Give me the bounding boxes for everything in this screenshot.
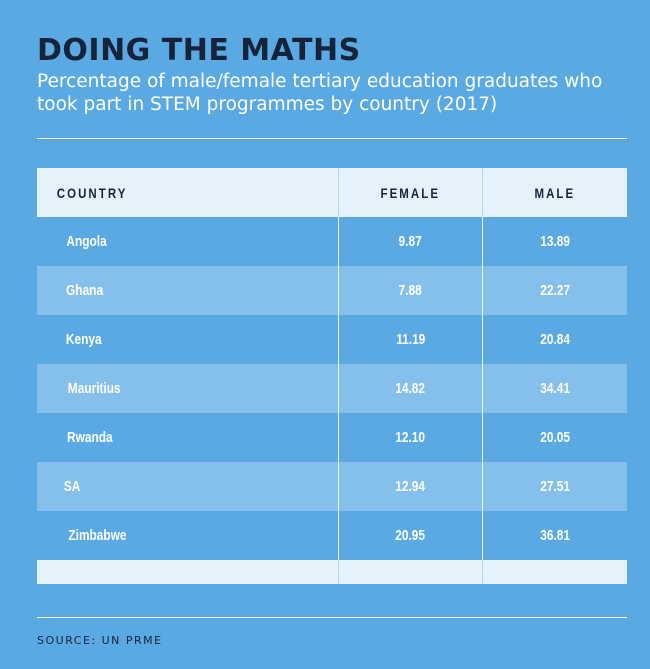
table-footer-row	[37, 560, 627, 584]
female-value-cell: 20.95	[338, 511, 482, 560]
column-header-country: COUNTRY	[37, 168, 338, 217]
female-value: 12.10	[395, 429, 426, 446]
footer-cell	[37, 560, 338, 584]
chart-subtitle: Percentage of male/female tertiary educa…	[37, 71, 603, 115]
female-value: 12.94	[395, 478, 426, 495]
table-row: Angola 9.87 13.89	[37, 217, 627, 266]
table-row: SA 12.94 27.51	[37, 462, 627, 511]
female-value-cell: 7.88	[338, 266, 482, 315]
column-header-male-label: MALE	[534, 184, 576, 201]
male-value-cell: 20.05	[482, 413, 627, 462]
male-value-cell: 20.84	[482, 315, 627, 364]
country-label: Angola	[66, 233, 107, 250]
male-value: 20.84	[540, 331, 570, 348]
country-label: Zimbabwe	[68, 527, 127, 544]
female-value-cell: 14.82	[338, 364, 482, 413]
country-label: Mauritius	[67, 380, 121, 397]
table-row: Kenya 11.19 20.84	[37, 315, 627, 364]
country-cell: SA	[37, 462, 338, 511]
male-value-cell: 22.27	[482, 266, 627, 315]
footer-cell	[482, 560, 627, 584]
footer-cell	[338, 560, 482, 584]
male-value-cell: 13.89	[482, 217, 627, 266]
male-value-cell: 36.81	[482, 511, 627, 560]
bottom-divider	[37, 617, 627, 618]
country-cell: Ghana	[37, 266, 338, 315]
female-value: 11.19	[395, 331, 426, 348]
table-row: Rwanda 12.10 20.05	[37, 413, 627, 462]
female-value-cell: 11.19	[338, 315, 482, 364]
country-label: Rwanda	[67, 429, 113, 446]
column-header-female: FEMALE	[338, 168, 482, 217]
chart-title: DOING THE MATHS	[37, 33, 361, 68]
top-divider	[37, 138, 627, 139]
male-value: 20.05	[540, 429, 570, 446]
female-value: 20.95	[395, 527, 426, 544]
column-header-male: MALE	[482, 168, 627, 217]
male-value: 34.41	[540, 380, 570, 397]
country-cell: Mauritius	[37, 364, 338, 413]
male-value-cell: 34.41	[482, 364, 627, 413]
table-row: Ghana 7.88 22.27	[37, 266, 627, 315]
country-label: Ghana	[66, 282, 104, 299]
country-label: Kenya	[65, 331, 102, 348]
country-cell: Kenya	[37, 315, 338, 364]
female-value-cell: 12.94	[338, 462, 482, 511]
male-value-cell: 27.51	[482, 462, 627, 511]
male-value: 36.81	[540, 527, 570, 544]
country-cell: Rwanda	[37, 413, 338, 462]
country-cell: Angola	[37, 217, 338, 266]
country-label: SA	[63, 478, 81, 495]
table-row: Zimbabwe 20.95 36.81	[37, 511, 627, 560]
female-value-cell: 12.10	[338, 413, 482, 462]
male-value: 27.51	[540, 478, 570, 495]
data-table: COUNTRY FEMALE MALE Angola 9.87 13.89 Gh…	[37, 168, 627, 584]
table-row: Mauritius 14.82 34.41	[37, 364, 627, 413]
female-value-cell: 9.87	[338, 217, 482, 266]
female-value: 14.82	[395, 380, 426, 397]
male-value: 13.89	[540, 233, 570, 250]
table-header-row: COUNTRY FEMALE MALE	[37, 168, 627, 217]
column-header-female-label: FEMALE	[380, 184, 441, 201]
female-value: 7.88	[398, 282, 423, 299]
source-note: SOURCE: UN PRME	[37, 634, 163, 647]
female-value: 9.87	[398, 233, 423, 250]
male-value: 22.27	[540, 282, 570, 299]
country-cell: Zimbabwe	[37, 511, 338, 560]
column-header-country-label: COUNTRY	[56, 184, 128, 201]
